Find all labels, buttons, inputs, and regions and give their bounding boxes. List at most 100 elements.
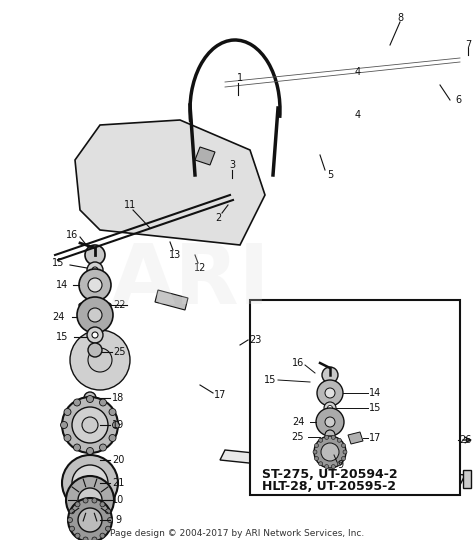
Polygon shape xyxy=(155,290,188,310)
Circle shape xyxy=(100,399,107,406)
Circle shape xyxy=(72,465,108,501)
Polygon shape xyxy=(282,362,340,395)
Text: HLT-28, UT-20595-2: HLT-28, UT-20595-2 xyxy=(262,481,396,494)
Text: 11: 11 xyxy=(124,200,136,210)
Text: 15: 15 xyxy=(264,375,276,385)
Circle shape xyxy=(331,435,335,440)
Polygon shape xyxy=(270,380,355,465)
Circle shape xyxy=(341,443,346,448)
Ellipse shape xyxy=(76,456,104,463)
Text: 9: 9 xyxy=(337,460,343,470)
Text: 3: 3 xyxy=(229,160,235,170)
Text: 19: 19 xyxy=(112,420,124,430)
Polygon shape xyxy=(195,147,215,165)
Text: 25: 25 xyxy=(292,432,304,442)
Circle shape xyxy=(73,444,81,451)
Circle shape xyxy=(328,406,332,410)
Text: ST-275, UT-20594-2: ST-275, UT-20594-2 xyxy=(262,469,398,482)
Circle shape xyxy=(100,502,105,507)
Circle shape xyxy=(325,435,328,440)
Circle shape xyxy=(86,395,93,402)
Circle shape xyxy=(62,455,118,511)
Text: 10: 10 xyxy=(112,495,124,505)
Circle shape xyxy=(70,509,74,514)
Text: 15: 15 xyxy=(369,403,381,413)
Circle shape xyxy=(66,476,114,524)
Circle shape xyxy=(75,502,80,507)
Circle shape xyxy=(73,399,81,406)
Text: 22: 22 xyxy=(114,300,126,310)
Text: 17: 17 xyxy=(369,433,381,443)
Circle shape xyxy=(324,402,336,414)
Circle shape xyxy=(214,172,250,208)
Text: 14: 14 xyxy=(56,280,68,290)
Circle shape xyxy=(331,464,335,469)
Circle shape xyxy=(100,444,107,451)
Circle shape xyxy=(86,448,93,455)
Circle shape xyxy=(88,308,102,322)
Text: ARI: ARI xyxy=(110,240,270,321)
Text: 1: 1 xyxy=(237,73,243,83)
Circle shape xyxy=(112,422,119,429)
Text: 12: 12 xyxy=(194,263,206,273)
Circle shape xyxy=(75,533,80,538)
Circle shape xyxy=(321,443,339,461)
Circle shape xyxy=(88,278,102,292)
Circle shape xyxy=(70,330,130,390)
Text: 23: 23 xyxy=(249,335,261,345)
Text: 8: 8 xyxy=(397,13,403,23)
Circle shape xyxy=(319,462,323,465)
Circle shape xyxy=(70,526,74,531)
Circle shape xyxy=(314,443,319,448)
FancyBboxPatch shape xyxy=(250,300,460,495)
Circle shape xyxy=(322,367,338,383)
Text: 24: 24 xyxy=(52,312,64,322)
Circle shape xyxy=(314,436,346,468)
Circle shape xyxy=(67,517,73,523)
Circle shape xyxy=(72,407,108,443)
Text: 17: 17 xyxy=(214,390,226,400)
Text: 14: 14 xyxy=(369,388,381,398)
Circle shape xyxy=(106,509,110,514)
Circle shape xyxy=(88,343,102,357)
Circle shape xyxy=(79,269,111,301)
Text: 18: 18 xyxy=(112,393,124,403)
Circle shape xyxy=(341,456,346,461)
Circle shape xyxy=(109,435,116,442)
Circle shape xyxy=(317,380,343,406)
Circle shape xyxy=(337,462,341,465)
Circle shape xyxy=(92,537,97,540)
Circle shape xyxy=(84,477,96,489)
Ellipse shape xyxy=(79,301,111,309)
Circle shape xyxy=(88,348,112,372)
Text: 15: 15 xyxy=(56,332,68,342)
Text: 4: 4 xyxy=(355,110,361,120)
Text: 16: 16 xyxy=(66,230,78,240)
Circle shape xyxy=(61,422,67,429)
Circle shape xyxy=(224,182,240,198)
Circle shape xyxy=(77,297,113,333)
Circle shape xyxy=(83,498,88,503)
Circle shape xyxy=(325,388,335,398)
Text: 20: 20 xyxy=(112,455,124,465)
Polygon shape xyxy=(75,120,265,245)
Text: 6: 6 xyxy=(455,95,461,105)
Circle shape xyxy=(68,498,112,540)
Text: 2: 2 xyxy=(215,213,221,223)
Circle shape xyxy=(78,488,102,512)
Circle shape xyxy=(100,533,105,538)
Circle shape xyxy=(64,408,71,415)
Circle shape xyxy=(343,450,347,454)
Text: 15: 15 xyxy=(52,258,64,268)
Text: 25: 25 xyxy=(114,347,126,357)
Text: 7: 7 xyxy=(465,40,471,50)
Circle shape xyxy=(325,417,335,427)
Text: 21: 21 xyxy=(112,478,124,488)
Circle shape xyxy=(83,537,88,540)
Circle shape xyxy=(316,408,344,436)
Circle shape xyxy=(62,397,118,453)
Circle shape xyxy=(84,392,96,404)
Circle shape xyxy=(87,262,103,278)
Circle shape xyxy=(106,526,110,531)
Text: Page design © 2004-2017 by ARI Network Services, Inc.: Page design © 2004-2017 by ARI Network S… xyxy=(110,529,364,537)
